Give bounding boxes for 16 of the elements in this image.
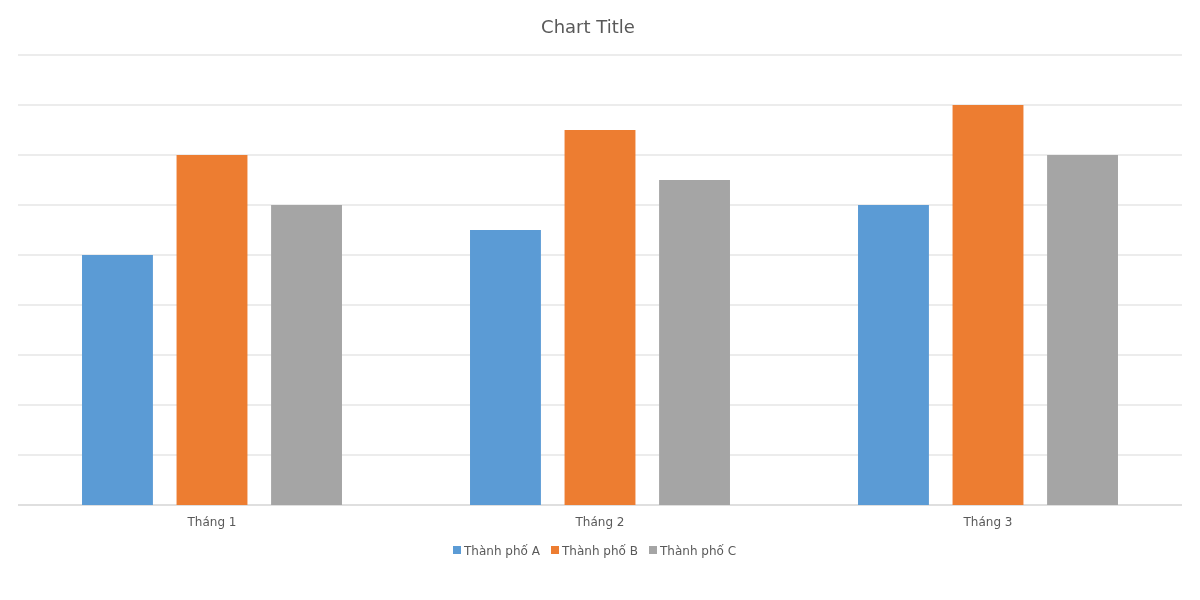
bar xyxy=(659,180,730,505)
x-tick-label: Tháng 3 xyxy=(962,515,1013,529)
bar xyxy=(271,205,342,505)
bar xyxy=(176,155,248,505)
legend-label: Thành phố C xyxy=(659,544,737,558)
bar xyxy=(564,130,636,505)
bar xyxy=(470,230,541,505)
bar xyxy=(952,105,1024,505)
x-tick-label: Tháng 2 xyxy=(574,515,625,529)
legend-label: Thành phố A xyxy=(463,544,541,558)
x-tick-label: Tháng 1 xyxy=(186,515,237,529)
bar xyxy=(1047,155,1118,505)
legend-label: Thành phố B xyxy=(561,544,638,558)
chart-title: Chart Title xyxy=(541,16,635,37)
bar xyxy=(82,255,153,505)
bar xyxy=(858,205,929,505)
